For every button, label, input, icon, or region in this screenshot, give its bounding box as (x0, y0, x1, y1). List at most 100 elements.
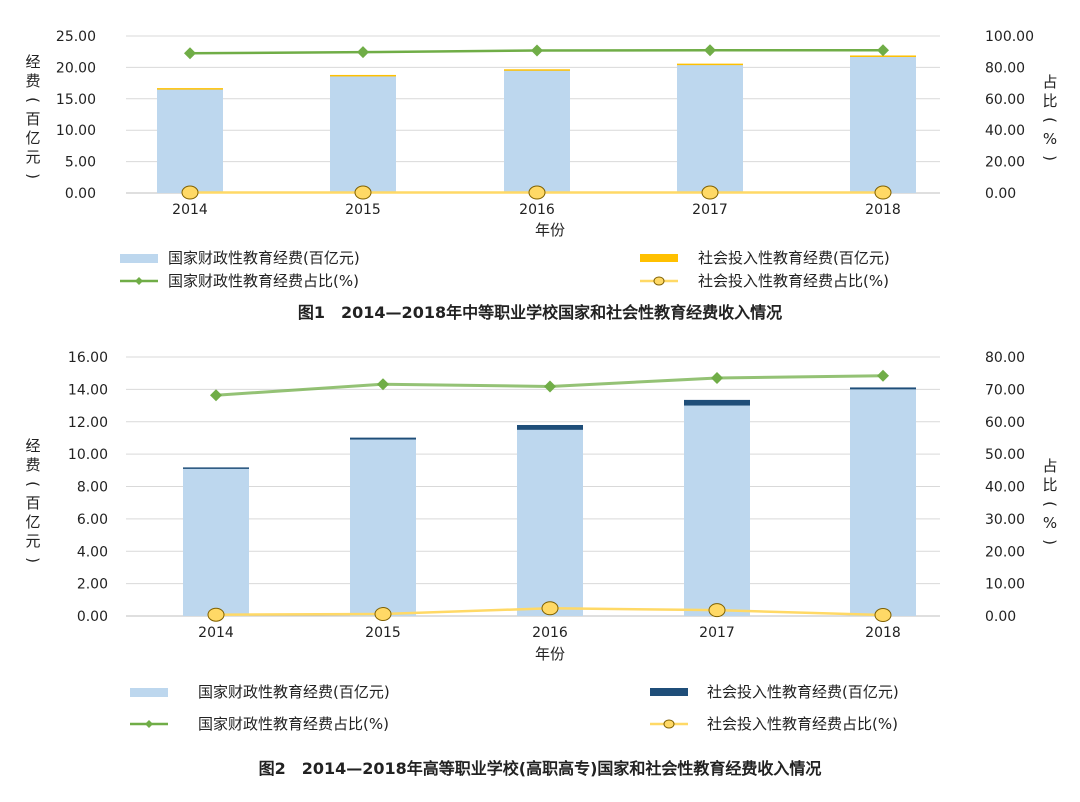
y2-tick-label: 0.00 (985, 186, 1016, 202)
y2-tick-label: 70.00 (985, 382, 1025, 398)
legend-swatch-national-marker (135, 277, 143, 285)
x-axis-title: 年份 (535, 221, 565, 239)
y-axis-title-char: ) (24, 173, 42, 179)
y-tick-label: 10.00 (68, 447, 108, 463)
marker-national-share-2014 (184, 47, 196, 60)
bar-national-2016 (517, 429, 583, 616)
x-tick-label: 2015 (345, 202, 381, 218)
y2-axis-title-char: ) (1041, 155, 1059, 161)
bar-national-2014 (183, 468, 249, 616)
marker-social-share-2014 (207, 607, 225, 622)
chart-1: 0.00 5.00 10.00 15.00 20.00 25.00 0.00 20.00 40.… (24, 29, 1059, 322)
marker-social-share-2015 (354, 185, 372, 200)
marker-social-share-2018 (874, 608, 892, 623)
y-tick-label: 25.00 (56, 29, 96, 45)
y-axis-title-char: 亿 (25, 129, 40, 147)
y2-tick-label: 100.00 (985, 29, 1034, 45)
y-axis-title-char: 费 (25, 456, 40, 474)
y2-tick-label: 80.00 (985, 60, 1025, 76)
y-tick-label: 5.00 (65, 155, 96, 171)
y-tick-label: 15.00 (56, 92, 96, 108)
y-tick-label: 20.00 (56, 60, 96, 76)
y2-tick-label: 10.00 (985, 577, 1025, 593)
marker-national-share-2018 (877, 369, 889, 382)
y2-tick-label: 30.00 (985, 512, 1025, 528)
marker-national-share-2017 (704, 44, 716, 57)
y-tick-label: 8.00 (77, 480, 108, 496)
bar-national-2017 (677, 64, 743, 193)
y2-axis-title-char: ( (1041, 501, 1059, 507)
y2-axis-title-char: ) (1041, 539, 1059, 545)
legend-label: 社会投入性教育经费占比(%) (707, 715, 898, 733)
legend-label: 社会投入性教育经费(百亿元) (698, 249, 890, 267)
y2-axis-title-char: ( (1041, 117, 1059, 123)
y-axis-title-char: 百 (25, 110, 40, 128)
legend-swatch-social-marker (663, 719, 675, 729)
legend-swatch-social-bar (650, 688, 688, 696)
marker-social-share-2017 (708, 603, 726, 618)
y-tick-label: 2.00 (77, 577, 108, 593)
bar-social-2014 (183, 467, 249, 469)
y-axis-title-char: 元 (25, 148, 40, 166)
marker-national-share-2016 (531, 44, 543, 57)
x-tick-label: 2014 (198, 625, 234, 641)
y2-tick-label: 50.00 (985, 447, 1025, 463)
y-tick-label: 6.00 (77, 512, 108, 528)
y-tick-label: 14.00 (68, 382, 108, 398)
bar-national-2018 (850, 389, 916, 616)
x-tick-label: 2016 (519, 202, 555, 218)
legend-swatch-national-marker (145, 720, 153, 728)
legend-label: 社会投入性教育经费(百亿元) (707, 683, 899, 701)
y2-axis-title: 占比 (%) (1041, 73, 1059, 161)
y2-tick-label: 20.00 (985, 155, 1025, 171)
y-axis-title: 经费 (百亿元) (24, 53, 42, 179)
y-axis-title: 经费 (百亿元) (24, 437, 42, 563)
x-axis-title: 年份 (535, 645, 565, 663)
marker-national-share-2017 (711, 372, 723, 385)
y2-tick-label: 20.00 (985, 544, 1025, 560)
y-axis-title-char: ( (24, 97, 42, 103)
marker-social-share-2018 (874, 185, 892, 200)
marker-social-share-2016 (541, 601, 559, 616)
bar-national-2018 (850, 56, 916, 193)
y2-axis-title-char: 比 (1042, 476, 1057, 494)
marker-national-share-2016 (544, 380, 556, 393)
bar-social-2016 (504, 69, 570, 71)
marker-national-share-2014 (210, 389, 222, 402)
y-axis-title-char: 经 (25, 437, 40, 455)
y-tick-label: 16.00 (68, 350, 108, 366)
y-axis-title-char: 费 (25, 72, 40, 90)
x-tick-label: 2017 (699, 625, 735, 641)
y-axis-title-char: 元 (25, 532, 40, 550)
y2-tick-label: 40.00 (985, 123, 1025, 139)
marker-social-share-2017 (701, 185, 719, 200)
bar-social-2017 (677, 63, 743, 66)
y-tick-label: 0.00 (77, 609, 108, 625)
x-tick-label: 2018 (865, 625, 901, 641)
legend-label: 国家财政性教育经费(百亿元) (198, 683, 390, 701)
bar-national-2017 (684, 405, 750, 616)
y-tick-label: 4.00 (77, 544, 108, 560)
x-tick-label: 2014 (172, 202, 208, 218)
y-tick-label: 12.00 (68, 415, 108, 431)
x-tick-label: 2017 (692, 202, 728, 218)
marker-social-share-2015 (374, 607, 392, 622)
y-axis-title-char: ( (24, 481, 42, 487)
x-tick-label: 2018 (865, 202, 901, 218)
legend-label: 国家财政性教育经费占比(%) (198, 715, 389, 733)
marker-national-share-2015 (357, 46, 369, 59)
bar-national-2015 (350, 439, 416, 616)
bar-social-2017 (684, 399, 750, 406)
bar-social-2015 (330, 74, 396, 77)
legend: 国家财政性教育经费(百亿元) 社会投入性教育经费(百亿元) 国家财政性教育经费占比(… (120, 249, 890, 290)
legend-swatch-national-bar (130, 688, 168, 697)
y2-axis-title-char: % (1043, 130, 1057, 148)
bar-national-2015 (330, 75, 396, 193)
legend-label: 社会投入性教育经费占比(%) (698, 272, 889, 290)
bar-national-2016 (504, 69, 570, 193)
y-axis-title-char: ) (24, 557, 42, 563)
bar-social-2015 (350, 437, 416, 440)
y2-axis-title: 占比 (%) (1041, 457, 1059, 545)
x-tick-label: 2016 (532, 625, 568, 641)
